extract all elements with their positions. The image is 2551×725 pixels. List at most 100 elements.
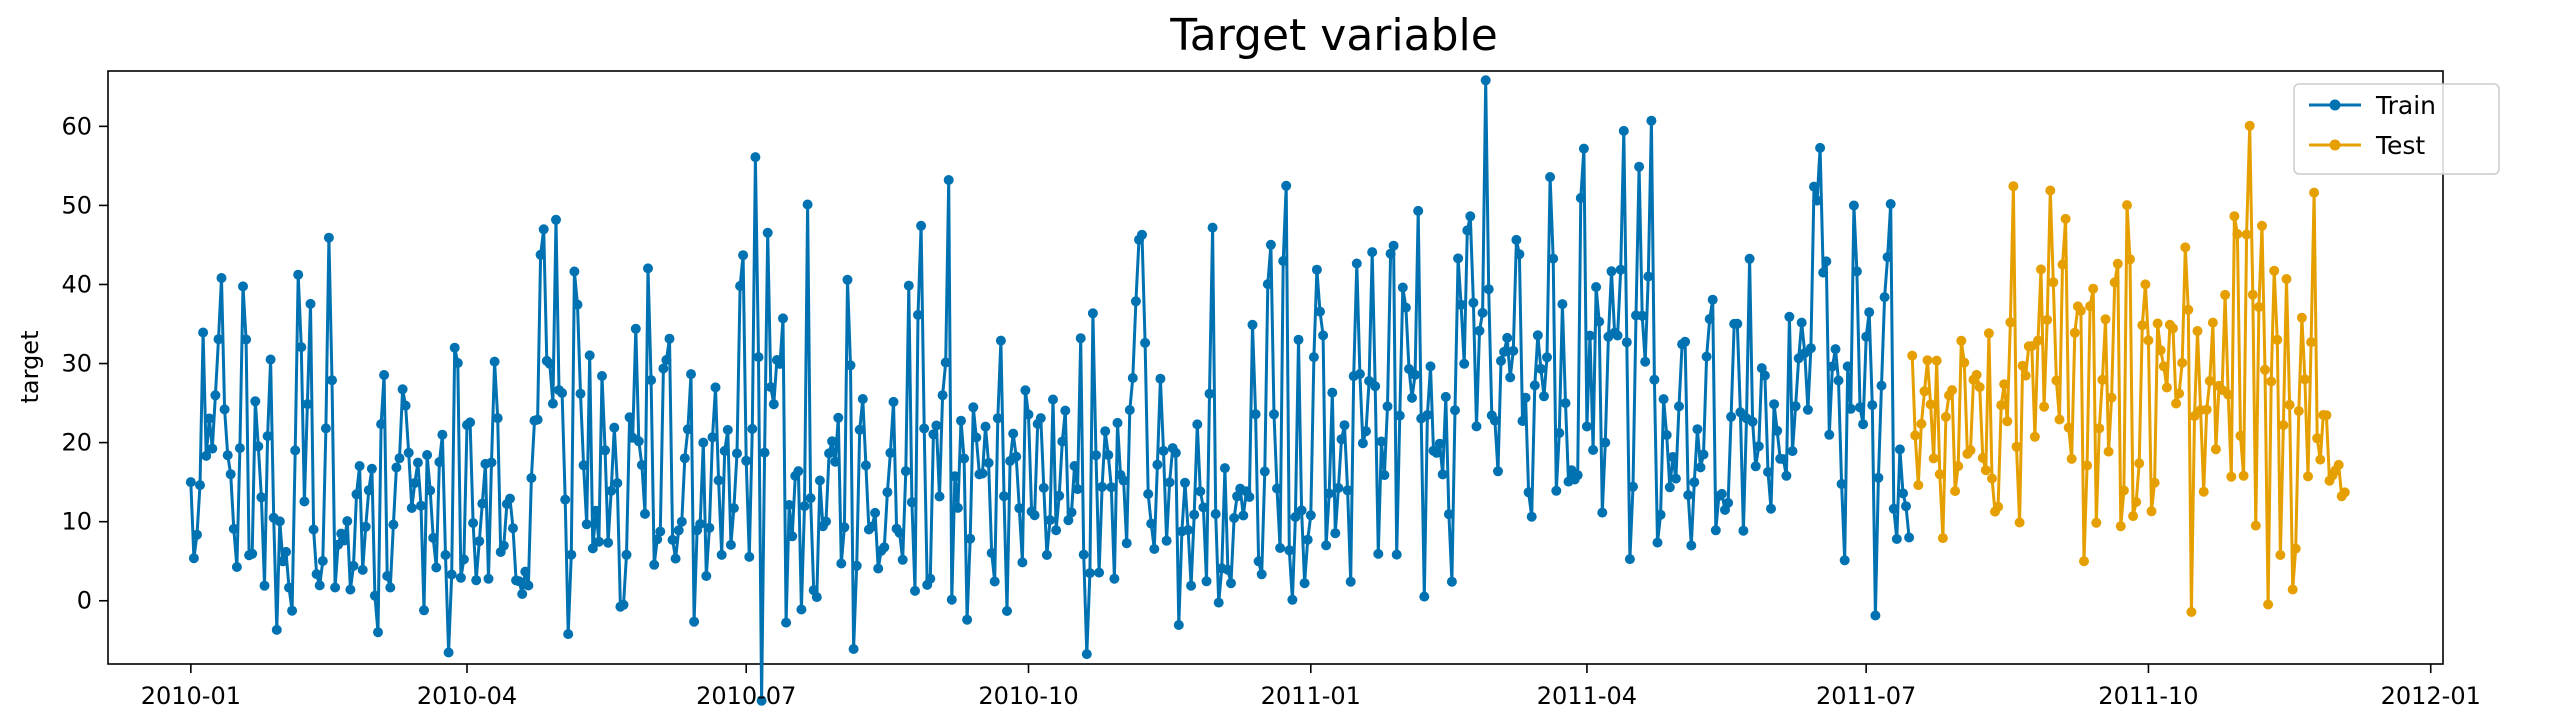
data-point xyxy=(707,432,718,443)
data-point xyxy=(916,220,927,231)
data-point xyxy=(965,533,976,544)
data-point xyxy=(686,369,696,380)
data-point xyxy=(323,232,334,243)
data-point xyxy=(2168,323,2178,334)
data-point xyxy=(1118,475,1129,486)
data-point xyxy=(1330,528,1341,539)
data-point xyxy=(492,413,503,424)
data-point xyxy=(1624,554,1635,565)
data-point xyxy=(327,375,337,386)
data-point xyxy=(1508,345,1519,356)
data-point xyxy=(643,263,653,274)
series-train xyxy=(185,75,1915,706)
data-point xyxy=(802,199,813,210)
data-point xyxy=(2207,317,2218,328)
data-point xyxy=(1670,473,1681,484)
data-point xyxy=(1219,463,1230,474)
data-point xyxy=(1440,391,1451,402)
data-point xyxy=(2306,337,2317,348)
data-point xyxy=(578,460,589,471)
data-point xyxy=(2198,486,2209,497)
data-point xyxy=(2244,120,2255,131)
data-point xyxy=(1054,490,1065,501)
x-tick-label: 2010-04 xyxy=(417,682,517,710)
data-point xyxy=(633,436,644,447)
data-point xyxy=(590,505,601,516)
data-point xyxy=(305,298,316,309)
data-point xyxy=(2189,411,2200,422)
data-point xyxy=(609,422,620,433)
data-point xyxy=(1272,483,1282,494)
data-point xyxy=(2241,229,2252,240)
data-point xyxy=(1661,430,1672,440)
data-point xyxy=(750,152,761,163)
data-point xyxy=(1446,576,1457,587)
data-point xyxy=(281,546,291,557)
data-point xyxy=(704,522,715,533)
data-point xyxy=(1655,509,1666,520)
data-point xyxy=(1462,225,1473,236)
data-point xyxy=(2005,317,2016,328)
data-point xyxy=(1809,181,1819,192)
data-point xyxy=(1612,330,1623,341)
data-point xyxy=(458,554,469,565)
data-point xyxy=(1956,335,1967,346)
data-point xyxy=(1815,142,1826,153)
data-point xyxy=(2275,550,2286,560)
series-line-test xyxy=(1910,124,2346,614)
data-point xyxy=(569,266,580,277)
data-point xyxy=(768,399,779,410)
data-point xyxy=(1707,294,1718,305)
data-point xyxy=(1471,421,1482,432)
data-point xyxy=(787,531,798,542)
data-point xyxy=(1545,172,1556,182)
y-axis: 0 10 20 30 40 50 60 xyxy=(61,112,108,615)
data-point xyxy=(1628,481,1638,492)
data-point xyxy=(1787,446,1798,457)
data-point xyxy=(925,573,936,584)
data-point xyxy=(2134,458,2145,469)
data-point xyxy=(612,478,623,489)
data-point xyxy=(1087,308,1098,319)
data-point xyxy=(587,543,598,554)
data-point xyxy=(1311,264,1322,275)
data-point xyxy=(452,358,463,368)
data-point xyxy=(2014,517,2025,528)
data-point xyxy=(1753,441,1764,452)
data-point xyxy=(824,448,835,459)
data-point xyxy=(606,485,617,496)
data-point xyxy=(879,542,890,553)
data-point xyxy=(437,429,448,440)
data-point xyxy=(290,445,301,456)
data-point xyxy=(1710,525,1721,536)
data-point xyxy=(477,498,488,509)
data-point xyxy=(1999,379,2010,390)
data-point xyxy=(1784,311,1795,322)
data-point xyxy=(2220,289,2231,300)
data-point xyxy=(2008,181,2019,192)
data-point xyxy=(805,493,816,504)
chart-title: Target variable xyxy=(1169,10,1498,61)
data-point xyxy=(360,521,371,532)
data-point xyxy=(1351,258,1362,269)
data-point xyxy=(366,463,377,474)
data-point xyxy=(1315,306,1325,317)
data-point xyxy=(2115,521,2126,532)
data-point xyxy=(1689,477,1700,488)
data-point xyxy=(1913,480,1924,491)
data-point xyxy=(188,553,199,564)
data-point xyxy=(2002,416,2013,427)
data-point xyxy=(434,457,445,467)
y-tick-label: 20 xyxy=(61,429,92,457)
data-point xyxy=(827,436,838,447)
data-point xyxy=(1993,501,2004,512)
data-point xyxy=(379,370,390,380)
data-point xyxy=(1523,487,1534,498)
data-point xyxy=(2158,361,2169,372)
data-point xyxy=(311,569,322,580)
data-point xyxy=(216,273,227,283)
data-point xyxy=(1189,509,1200,520)
data-point xyxy=(759,447,770,458)
data-point xyxy=(1419,591,1430,602)
data-point xyxy=(1038,482,1049,493)
